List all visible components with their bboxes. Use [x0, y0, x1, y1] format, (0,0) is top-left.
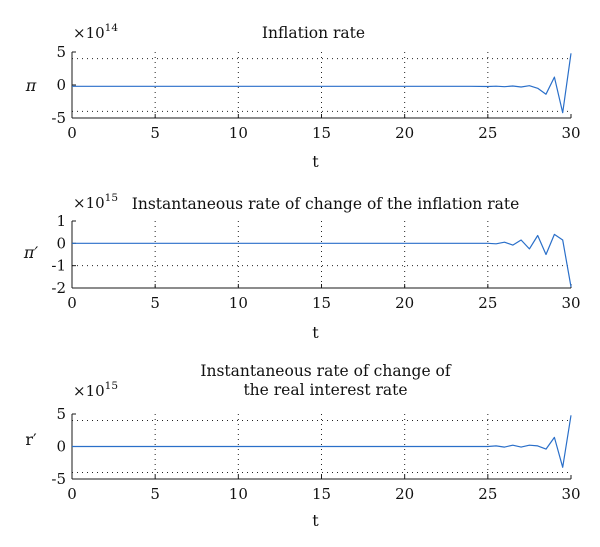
x-axis-label: t — [312, 152, 319, 171]
y-tick-label: 1 — [56, 212, 66, 230]
x-tick-label: 30 — [561, 485, 580, 503]
x-tick-label: 0 — [67, 485, 77, 503]
chart-title: the real interest rate — [243, 381, 407, 399]
x-tick-label: 10 — [229, 124, 248, 142]
axis-multiplier: ×1015 — [73, 192, 118, 212]
x-tick-label: 10 — [229, 485, 248, 503]
x-tick-label: 20 — [395, 294, 414, 312]
chart-panel-2: Instantaneous rate of change of the infl… — [23, 192, 581, 342]
multiplier-base: ×10 — [73, 382, 105, 400]
x-axis-label: t — [312, 323, 319, 342]
x-axis-label: t — [312, 511, 319, 530]
y-tick-label: -1 — [51, 257, 66, 275]
multiplier-exponent: 15 — [105, 192, 118, 204]
chart-title: Instantaneous rate of change of the infl… — [132, 195, 520, 213]
x-tick-label: 25 — [478, 485, 497, 503]
y-tick-label: -5 — [51, 470, 66, 488]
multiplier-base: ×10 — [73, 194, 105, 212]
x-tick-label: 5 — [150, 294, 160, 312]
multiplier-base: ×10 — [73, 24, 105, 42]
y-tick-label: -5 — [51, 109, 66, 127]
x-tick-label: 20 — [395, 485, 414, 503]
x-tick-label: 20 — [395, 124, 414, 142]
x-tick-label: 25 — [478, 294, 497, 312]
axis-multiplier: ×1014 — [73, 22, 118, 42]
series-line-1 — [72, 233, 572, 288]
y-axis-label: r′ — [25, 430, 37, 449]
y-tick-label: 5 — [56, 405, 66, 423]
chart-title: Inflation rate — [262, 24, 365, 42]
multiplier-exponent: 15 — [105, 380, 118, 392]
y-axis-label: π′ — [23, 243, 39, 262]
x-tick-label: 15 — [312, 124, 331, 142]
x-tick-label: 25 — [478, 124, 497, 142]
x-tick-label: 30 — [561, 124, 580, 142]
x-tick-label: 10 — [229, 294, 248, 312]
x-tick-label: 15 — [312, 485, 331, 503]
x-tick-label: 0 — [67, 294, 77, 312]
x-tick-label: 30 — [561, 294, 580, 312]
chart-title: Instantaneous rate of change of — [200, 362, 452, 380]
x-tick-label: 5 — [150, 485, 160, 503]
y-tick-label: 0 — [56, 234, 66, 252]
x-tick-label: 5 — [150, 124, 160, 142]
y-axis-label: π — [25, 76, 37, 95]
axis-multiplier: ×1015 — [73, 380, 118, 400]
y-tick-label: 5 — [56, 43, 66, 61]
series-line-1 — [72, 53, 572, 114]
x-tick-label: 15 — [312, 294, 331, 312]
multiplier-exponent: 14 — [105, 22, 119, 34]
y-tick-label: 0 — [56, 438, 66, 456]
y-tick-label: -2 — [51, 279, 66, 297]
x-tick-label: 0 — [67, 124, 77, 142]
series-line-1 — [72, 415, 572, 468]
y-tick-label: 0 — [56, 76, 66, 94]
